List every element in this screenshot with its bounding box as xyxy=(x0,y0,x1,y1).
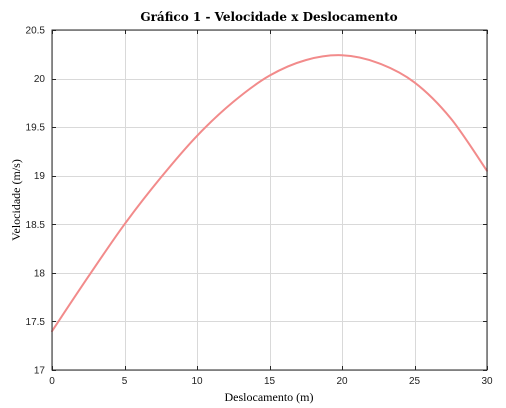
x-tick-label: 0 xyxy=(49,376,55,387)
x-tick-label: 5 xyxy=(122,376,128,387)
grid-lines xyxy=(52,30,488,371)
series-line xyxy=(51,54,488,333)
axis-ticks xyxy=(52,30,488,371)
chart-title: Gráfico 1 - Velocidade x Deslocamento xyxy=(140,10,397,24)
x-tick-label: 25 xyxy=(409,376,421,387)
x-axis-label: Deslocamento (m) xyxy=(225,390,314,404)
y-axis-label: Velocidade (m/s) xyxy=(9,159,23,241)
series-layer xyxy=(51,54,488,333)
y-tick-label: 20 xyxy=(34,74,46,85)
x-tick-label: 15 xyxy=(264,376,276,387)
plot-frame xyxy=(51,29,488,371)
x-tick-label: 30 xyxy=(481,376,493,387)
y-tick-labels: 17 17.5 18 18.5 19 19.5 20 20.5 xyxy=(26,26,46,377)
x-tick-label: 20 xyxy=(336,376,348,387)
y-tick-label: 18 xyxy=(34,268,46,279)
y-tick-label: 18.5 xyxy=(26,220,46,231)
y-tick-label: 20.5 xyxy=(26,26,46,37)
y-tick-label: 17.5 xyxy=(26,317,46,328)
y-tick-label: 19.5 xyxy=(26,123,46,134)
x-tick-label: 10 xyxy=(191,376,203,387)
y-tick-label: 17 xyxy=(34,366,46,377)
y-tick-label: 19 xyxy=(34,171,46,182)
x-tick-labels: 0 5 10 15 20 25 30 xyxy=(49,376,493,387)
